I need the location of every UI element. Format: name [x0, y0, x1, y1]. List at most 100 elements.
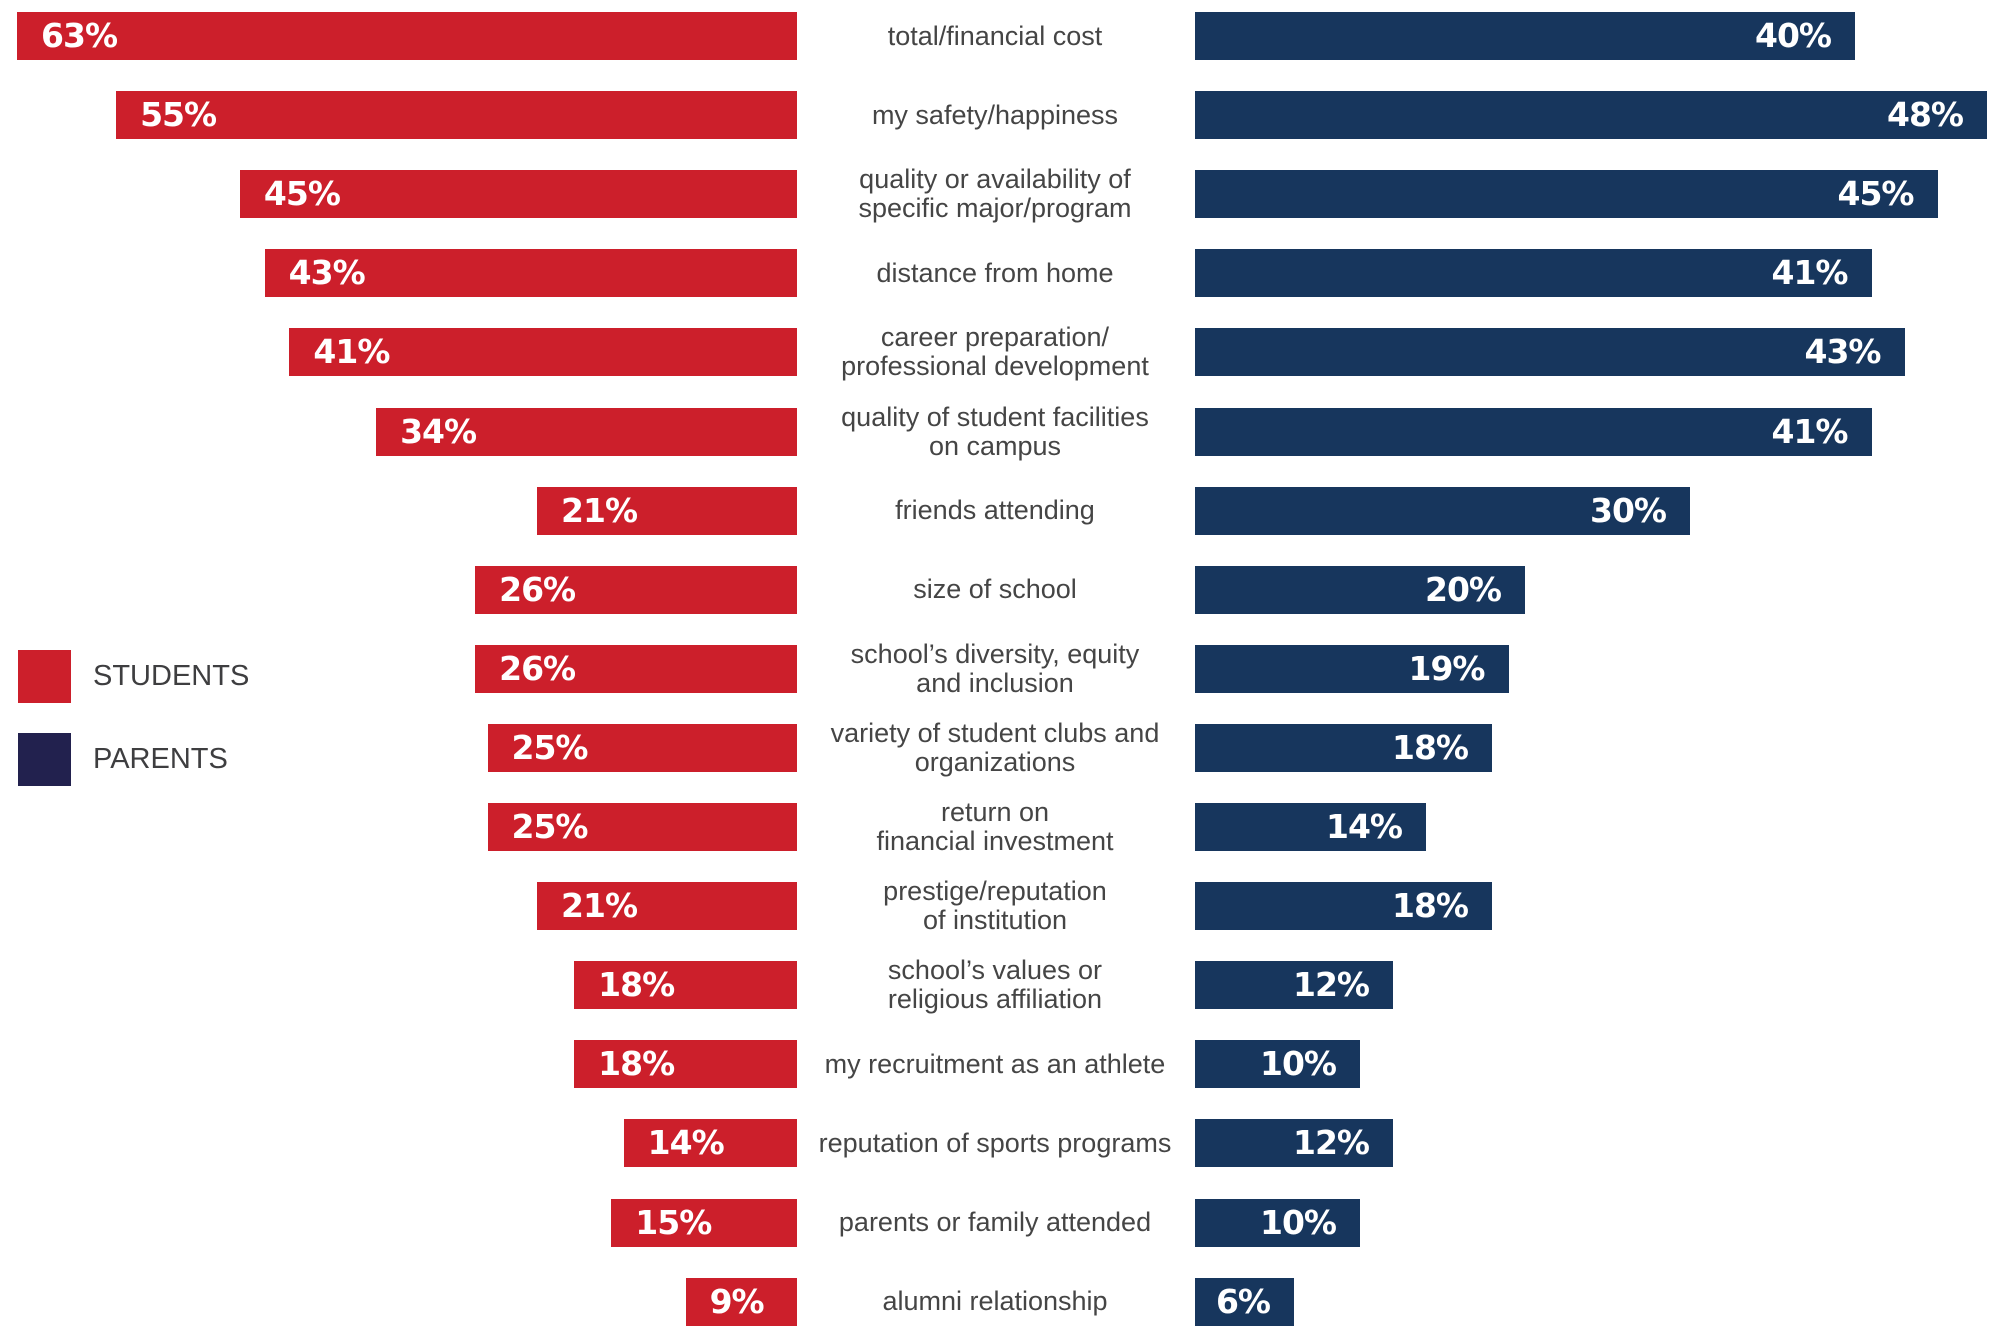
- data-label-students: 21%: [561, 490, 638, 530]
- category-label-text: school’s diversity, equity and inclusion: [850, 638, 1140, 698]
- bar-students: 21%: [537, 486, 797, 535]
- category-label: distance from home: [810, 241, 1180, 305]
- bar-students: 14%: [623, 1119, 797, 1168]
- category-label: prestige/reputation of institution: [810, 874, 1180, 938]
- legend-label-students: STUDENTS: [93, 660, 250, 692]
- category-label: return on financial investment: [810, 795, 1180, 859]
- data-label-parents: 10%: [1260, 1044, 1337, 1084]
- category-label-text: school’s values or religious affiliation: [887, 955, 1103, 1015]
- category-label-text: distance from home: [876, 257, 1114, 288]
- bar-parents: 14%: [1195, 803, 1426, 851]
- bar-parents: 41%: [1195, 249, 1872, 298]
- data-label-students: 18%: [598, 965, 675, 1005]
- data-label-parents: 14%: [1326, 807, 1403, 846]
- bar-parents: 30%: [1195, 486, 1690, 535]
- data-label-parents: 40%: [1755, 16, 1832, 55]
- bar-parents: 12%: [1195, 961, 1393, 1010]
- data-label-students: 25%: [511, 807, 589, 846]
- category-label: size of school: [810, 558, 1180, 622]
- category-label-text: reputation of sports programs: [818, 1127, 1172, 1158]
- data-label-parents: 41%: [1771, 253, 1849, 293]
- category-label: reputation of sports programs: [810, 1111, 1180, 1175]
- category-label: career preparation/professional developm…: [810, 320, 1180, 384]
- bar-students: 25%: [487, 723, 797, 772]
- bar-parents: 10%: [1195, 1040, 1360, 1089]
- legend-label-parents: PARENTS: [93, 743, 228, 775]
- data-label-parents: 41%: [1771, 411, 1849, 451]
- category-label: school’s values or religious affiliation: [810, 953, 1180, 1017]
- category-label: total/financial cost: [810, 4, 1180, 68]
- category-label: my safety/happiness: [810, 83, 1180, 147]
- bar-students: 15%: [611, 1198, 797, 1247]
- data-label-students: 15%: [635, 1202, 712, 1242]
- data-label-parents: 43%: [1804, 332, 1882, 372]
- bar-parents: 43%: [1195, 328, 1905, 377]
- data-label-students: 41%: [313, 332, 390, 372]
- data-label-students: 9%: [709, 1281, 765, 1321]
- data-label-students: 18%: [598, 1044, 675, 1084]
- bar-parents: 41%: [1195, 407, 1872, 456]
- bar-parents: 18%: [1195, 723, 1492, 772]
- data-label-parents: 48%: [1887, 95, 1964, 135]
- bar-students: 41%: [289, 328, 797, 377]
- bar-parents: 20%: [1195, 565, 1525, 614]
- data-label-parents: 6%: [1215, 1281, 1271, 1321]
- category-label: friends attending: [810, 479, 1180, 543]
- bar-students: 26%: [475, 644, 797, 693]
- legend-swatch-students: [18, 650, 71, 703]
- category-label: variety of student clubs and organization…: [810, 716, 1180, 780]
- data-label-students: 63%: [41, 16, 118, 55]
- bar-parents: 40%: [1195, 12, 1855, 60]
- data-label-students: 25%: [511, 727, 589, 767]
- data-label-students: 26%: [499, 569, 576, 609]
- data-label-parents: 45%: [1837, 174, 1915, 214]
- bar-parents: 10%: [1195, 1198, 1360, 1247]
- category-label-text: quality of student facilities on campus: [841, 401, 1149, 461]
- bar-parents: 45%: [1195, 170, 1938, 219]
- bar-students: 21%: [537, 882, 797, 931]
- bar-students: 34%: [376, 407, 797, 456]
- bar-parents: 19%: [1195, 644, 1509, 693]
- category-label: quality of student facilities on campus: [810, 400, 1180, 464]
- category-label: parents or family attended: [810, 1191, 1180, 1255]
- bar-parents: 48%: [1195, 91, 1987, 140]
- data-label-parents: 12%: [1293, 1123, 1370, 1163]
- legend-swatch-parents: [18, 733, 71, 786]
- category-label-text: my recruitment as an athlete: [824, 1048, 1166, 1079]
- bar-parents: 12%: [1195, 1119, 1393, 1168]
- bar-students: 9%: [685, 1277, 797, 1326]
- bar-students: 18%: [574, 1040, 797, 1089]
- category-label-text: my safety/happiness: [871, 99, 1119, 130]
- category-label-text: parents or family attended: [838, 1207, 1152, 1237]
- category-label: school’s diversity, equity and inclusion: [810, 637, 1180, 701]
- category-label-text: friends attending: [895, 495, 1095, 526]
- category-label-text: prestige/reputation of institution: [883, 876, 1107, 936]
- data-label-students: 26%: [499, 648, 576, 688]
- data-label-parents: 20%: [1425, 569, 1502, 609]
- data-label-students: 34%: [400, 411, 477, 451]
- data-label-students: 43%: [288, 253, 366, 293]
- bar-students: 26%: [475, 565, 797, 614]
- category-label-text: total/financial cost: [887, 20, 1103, 51]
- bar-parents: 18%: [1195, 882, 1492, 931]
- data-label-parents: 18%: [1392, 727, 1469, 767]
- bar-students: 25%: [487, 803, 797, 851]
- category-label-text: size of school: [913, 574, 1077, 605]
- category-label-text: alumni relationship: [882, 1286, 1108, 1317]
- data-label-students: 55%: [140, 95, 217, 135]
- bar-students: 55%: [116, 91, 797, 140]
- data-label-parents: 10%: [1260, 1202, 1337, 1242]
- category-label: quality or availability of specific major…: [810, 162, 1180, 226]
- data-label-parents: 12%: [1293, 965, 1370, 1005]
- category-label-text: career preparation/professional developm…: [841, 322, 1149, 382]
- category-label-text: variety of student clubs and organization…: [830, 717, 1160, 777]
- data-label-students: 14%: [647, 1123, 725, 1163]
- data-label-parents: 30%: [1590, 490, 1667, 530]
- bar-parents: 6%: [1195, 1277, 1294, 1326]
- data-label-students: 21%: [561, 886, 638, 926]
- data-label-parents: 19%: [1408, 648, 1486, 688]
- category-label: my recruitment as an athlete: [810, 1032, 1180, 1096]
- category-label: alumni relationship: [810, 1270, 1180, 1334]
- bar-students: 45%: [239, 170, 797, 219]
